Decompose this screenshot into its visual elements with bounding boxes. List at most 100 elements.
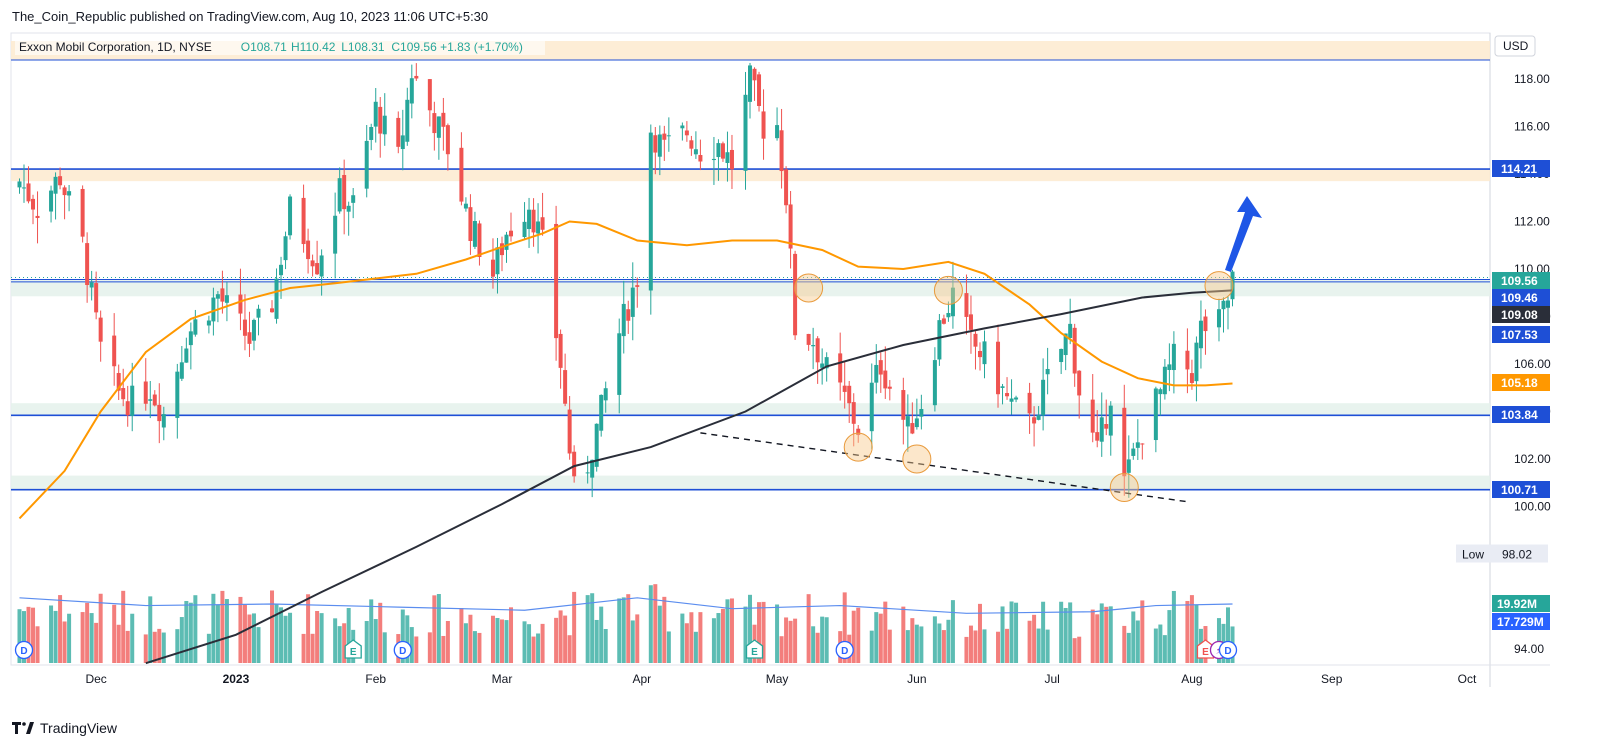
candle[interactable] xyxy=(463,197,468,212)
candle[interactable] xyxy=(720,141,725,162)
candle[interactable] xyxy=(698,139,703,171)
candle[interactable] xyxy=(319,249,324,296)
candle[interactable] xyxy=(373,88,378,143)
candle[interactable] xyxy=(1036,406,1041,421)
candle[interactable] xyxy=(17,178,22,194)
candle[interactable] xyxy=(184,337,189,363)
candle[interactable] xyxy=(98,310,103,362)
candle[interactable] xyxy=(919,394,924,430)
candle[interactable] xyxy=(427,78,432,127)
candle[interactable] xyxy=(590,459,595,498)
candle[interactable] xyxy=(1068,298,1073,345)
candle[interactable] xyxy=(1131,442,1136,460)
candle[interactable] xyxy=(405,87,410,146)
candle[interactable] xyxy=(22,164,26,203)
candle[interactable] xyxy=(653,126,658,175)
candle[interactable] xyxy=(630,262,635,341)
candle[interactable] xyxy=(238,268,243,331)
candle[interactable] xyxy=(1158,387,1163,416)
candle[interactable] xyxy=(585,455,590,484)
candle[interactable] xyxy=(495,237,500,294)
candle[interactable] xyxy=(540,192,545,236)
candle[interactable] xyxy=(941,314,946,325)
candle[interactable] xyxy=(761,89,766,160)
candle[interactable] xyxy=(152,390,157,407)
candle[interactable] xyxy=(414,63,419,81)
candle[interactable] xyxy=(617,318,622,414)
candle[interactable] xyxy=(382,93,387,146)
candle[interactable] xyxy=(1221,297,1226,333)
candle[interactable] xyxy=(1203,309,1208,355)
candle[interactable] xyxy=(527,197,532,248)
candle[interactable] xyxy=(62,185,67,220)
candle[interactable] xyxy=(53,172,58,220)
candle[interactable] xyxy=(89,270,94,301)
candle[interactable] xyxy=(1041,358,1046,431)
candle[interactable] xyxy=(811,327,816,370)
candle[interactable] xyxy=(878,352,883,393)
candle[interactable] xyxy=(378,97,383,158)
candle[interactable] xyxy=(509,212,514,242)
event-marker-4[interactable]: D xyxy=(835,640,854,660)
candle[interactable] xyxy=(477,220,482,266)
candle[interactable] xyxy=(536,203,541,254)
ohlc-legend[interactable]: Exxon Mobil Corporation, 1D, NYSE O108.71… xyxy=(15,37,545,55)
candle[interactable] xyxy=(905,394,910,452)
candle[interactable] xyxy=(1171,331,1176,394)
candle[interactable] xyxy=(1185,328,1190,394)
candle[interactable] xyxy=(964,274,969,335)
candle[interactable] xyxy=(58,167,63,190)
candle[interactable] xyxy=(982,330,987,379)
currency-button[interactable] xyxy=(1494,35,1536,57)
candle[interactable] xyxy=(1108,401,1113,456)
candle[interactable] xyxy=(256,304,261,336)
candle[interactable] xyxy=(603,381,608,413)
candle[interactable] xyxy=(441,97,446,151)
candle[interactable] xyxy=(1077,370,1082,419)
candle[interactable] xyxy=(662,125,667,161)
event-marker-7[interactable]: D xyxy=(1218,640,1238,660)
candle[interactable] xyxy=(711,136,716,185)
candle[interactable] xyxy=(175,363,180,439)
candle[interactable] xyxy=(572,445,577,483)
candle[interactable] xyxy=(274,268,279,324)
candle[interactable] xyxy=(301,184,306,253)
candle[interactable] xyxy=(247,311,252,357)
candle[interactable] xyxy=(996,324,1001,408)
candle[interactable] xyxy=(594,423,599,472)
candle[interactable] xyxy=(752,67,757,101)
candle[interactable] xyxy=(188,322,193,370)
candle[interactable] xyxy=(80,185,85,243)
candle[interactable] xyxy=(49,185,54,223)
candle[interactable] xyxy=(635,277,640,308)
candle[interactable] xyxy=(432,101,437,151)
candle[interactable] xyxy=(621,280,626,354)
candle[interactable] xyxy=(748,62,753,119)
candle[interactable] xyxy=(1090,374,1095,443)
candle[interactable] xyxy=(851,393,856,447)
candle[interactable] xyxy=(775,107,780,141)
candle[interactable] xyxy=(94,271,99,320)
candle[interactable] xyxy=(472,211,477,249)
candle[interactable] xyxy=(788,190,793,269)
candle[interactable] xyxy=(973,331,978,370)
candle[interactable] xyxy=(342,159,347,235)
candle[interactable] xyxy=(648,124,653,315)
candle[interactable] xyxy=(1027,382,1032,434)
candle[interactable] xyxy=(121,368,126,407)
candle[interactable] xyxy=(684,121,689,142)
candle[interactable] xyxy=(369,123,374,151)
candle[interactable] xyxy=(125,385,130,427)
candle[interactable] xyxy=(215,291,220,323)
candle[interactable] xyxy=(468,194,473,255)
candle[interactable] xyxy=(657,125,662,176)
candle[interactable] xyxy=(716,139,721,181)
candle[interactable] xyxy=(869,363,874,450)
candle[interactable] xyxy=(85,232,90,303)
candle[interactable] xyxy=(179,346,184,382)
candle[interactable] xyxy=(901,377,906,445)
candle[interactable] xyxy=(1005,377,1010,400)
candle[interactable] xyxy=(279,256,284,299)
candle[interactable] xyxy=(346,201,351,236)
candle[interactable] xyxy=(842,361,847,409)
